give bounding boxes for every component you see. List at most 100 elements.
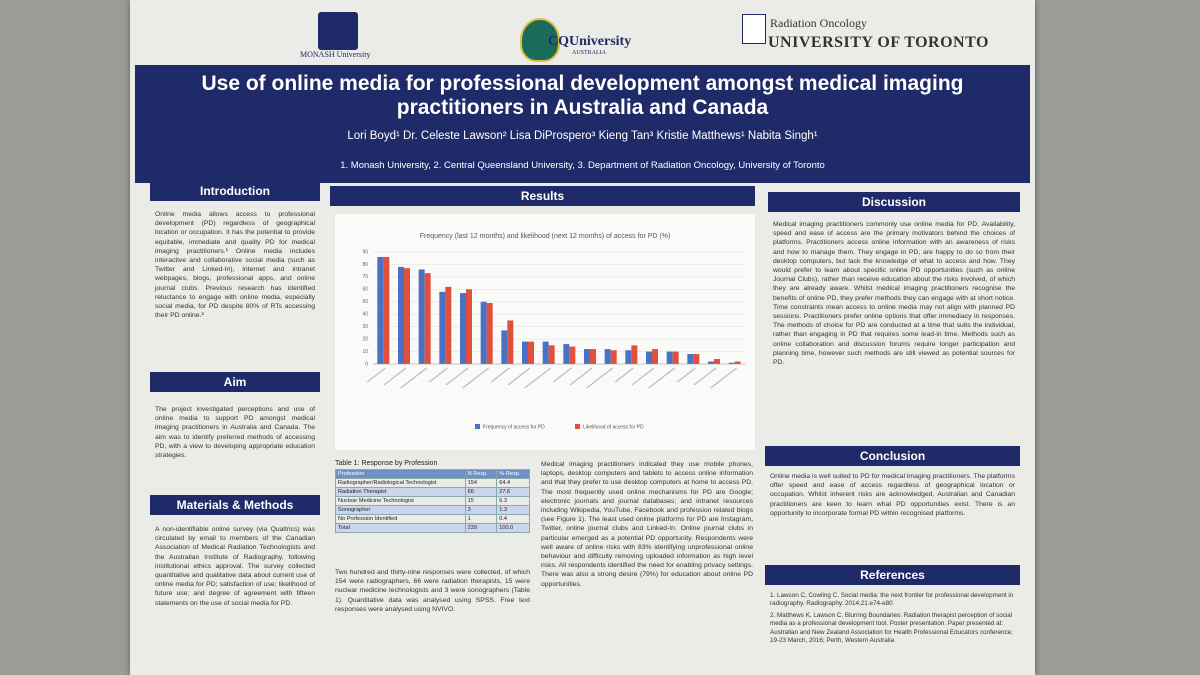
section-text: Online media allows access to profession… xyxy=(155,211,315,320)
x-label-smudge xyxy=(428,367,448,383)
bar xyxy=(383,256,390,364)
y-tick-label: 10 xyxy=(362,349,368,355)
x-label-smudge xyxy=(445,367,469,386)
bar xyxy=(398,266,404,364)
x-label-smudge xyxy=(569,367,593,386)
reference-item: 2. Matthews K, Lawson C. Blurring Bounda… xyxy=(770,611,1013,645)
table-header-row: Profession N Resp.% Resp. xyxy=(335,469,530,479)
bar xyxy=(687,354,694,364)
table-row: Total 239 100.0 xyxy=(335,523,530,533)
table-row: Radiation Therapist 66 27.6 xyxy=(335,487,530,497)
table-cell: Nuclear Medicine Technologist xyxy=(335,496,466,506)
table-cell: 0.4 xyxy=(496,514,530,524)
bar xyxy=(714,359,720,364)
reference-list: 1. Lawson C, Cowling C. Social media: th… xyxy=(770,592,1015,648)
y-tick-label: 40 xyxy=(362,312,368,318)
section-heading: Discussion xyxy=(768,192,1020,212)
section-heading: References xyxy=(765,565,1020,585)
table-cell: 239 xyxy=(464,523,498,533)
table-cell: 66 xyxy=(464,487,498,497)
bar xyxy=(652,349,658,364)
y-tick-label: 70 xyxy=(362,274,368,280)
legend-label: Likelihood of access for PD xyxy=(583,424,644,430)
x-label-smudge xyxy=(507,367,531,386)
bar xyxy=(631,345,638,364)
bar xyxy=(672,351,679,364)
x-label-smudge xyxy=(490,367,510,383)
cqu-logo-text: CQUniversity xyxy=(548,34,632,49)
bar xyxy=(734,361,741,364)
chart-title: Frequency (last 12 months) and likelihoo… xyxy=(420,233,671,240)
authors: Lori Boyd¹ Dr. Celeste Lawson² Lisa DiPr… xyxy=(347,130,818,142)
x-label-smudge xyxy=(693,367,717,386)
table-cell: 1 xyxy=(464,514,498,524)
bar xyxy=(507,320,514,364)
legend-swatch xyxy=(575,424,580,429)
response-table: Profession N Resp.% Resp. Radiographer/Rad… xyxy=(335,469,530,533)
bar xyxy=(708,361,714,364)
bar xyxy=(439,291,446,364)
x-label-smudge xyxy=(648,367,676,389)
bar xyxy=(486,303,493,364)
table-cell: 100.0 xyxy=(496,523,530,533)
section-heading: Aim xyxy=(150,372,320,392)
affiliations: 1. Monash University, 2. Central Queensl… xyxy=(340,160,825,171)
bar xyxy=(424,273,431,364)
bar xyxy=(728,362,735,364)
y-tick-label: 90 xyxy=(362,249,368,255)
legend-label: Frequency of access for PD xyxy=(483,424,545,430)
legend-swatch xyxy=(475,424,480,429)
bar xyxy=(548,345,555,364)
section-heading: Materials & Methods xyxy=(150,495,320,515)
x-label-smudge xyxy=(614,367,634,383)
section-heading: Conclusion xyxy=(765,446,1020,466)
x-label-smudge xyxy=(524,367,552,389)
y-tick-label: 60 xyxy=(362,287,368,293)
table-row: Sonographer 3 1.3 xyxy=(335,505,530,515)
table-cell: 154 xyxy=(464,478,498,488)
bar xyxy=(590,349,596,364)
table-caption: Table 1: Response by Profession xyxy=(335,460,438,467)
bar xyxy=(604,349,611,364)
table-header-cell: Profession xyxy=(335,469,466,479)
table-cell: 3 xyxy=(464,505,498,515)
table-cell: 6.3 xyxy=(496,496,530,506)
table-cell: No Profession Identified xyxy=(335,514,466,524)
bar xyxy=(404,268,410,364)
section-heading: Results xyxy=(330,186,755,206)
cqu-crest xyxy=(520,18,560,62)
x-label-smudge xyxy=(552,367,572,383)
toronto-logo-text: UNIVERSITY OF TORONTO xyxy=(768,34,989,51)
y-tick-label: 20 xyxy=(362,336,368,342)
x-label-smudge xyxy=(710,367,738,389)
table-cell: Radiation Therapist xyxy=(335,487,466,497)
y-tick-label: 80 xyxy=(362,262,368,268)
x-label-smudge xyxy=(383,367,407,386)
bar xyxy=(563,344,570,364)
bar xyxy=(480,301,487,364)
section-text: Two hundred and thirty-nine responses we… xyxy=(335,569,530,613)
table-row: No Profession Identified 1 0.4 xyxy=(335,514,530,524)
table-cell: 1.3 xyxy=(496,505,530,515)
y-tick-label: 50 xyxy=(362,299,368,305)
x-label-smudge xyxy=(400,367,428,389)
toronto-crest xyxy=(742,14,766,44)
reference-item: 1. Lawson C, Cowling C. Social media: th… xyxy=(770,592,1014,608)
y-tick-label: 30 xyxy=(362,324,368,330)
bar xyxy=(528,341,534,364)
section-text: Medical imaging practitioners commonly u… xyxy=(773,221,1015,367)
bar xyxy=(418,269,425,364)
poster-title: Use of online media for professional dev… xyxy=(201,72,964,119)
table-cell: 15 xyxy=(464,496,498,506)
bar xyxy=(646,351,652,364)
table-block: Table 1: Response by Profession Professi… xyxy=(335,460,530,533)
monash-logo-text: MONASH University xyxy=(300,50,371,59)
section-text: Medical imaging practitioners indicated … xyxy=(541,461,753,588)
header-band xyxy=(135,65,1030,183)
table-row: Nuclear Medicine Technologist 15 6.3 xyxy=(335,496,530,506)
x-label-smudge xyxy=(676,367,696,383)
x-label-smudge xyxy=(366,367,386,383)
table-cell: 64.4 xyxy=(496,478,530,488)
bar xyxy=(466,289,472,364)
table-row: Radiographer/Radiological Technologist 15… xyxy=(335,478,530,488)
